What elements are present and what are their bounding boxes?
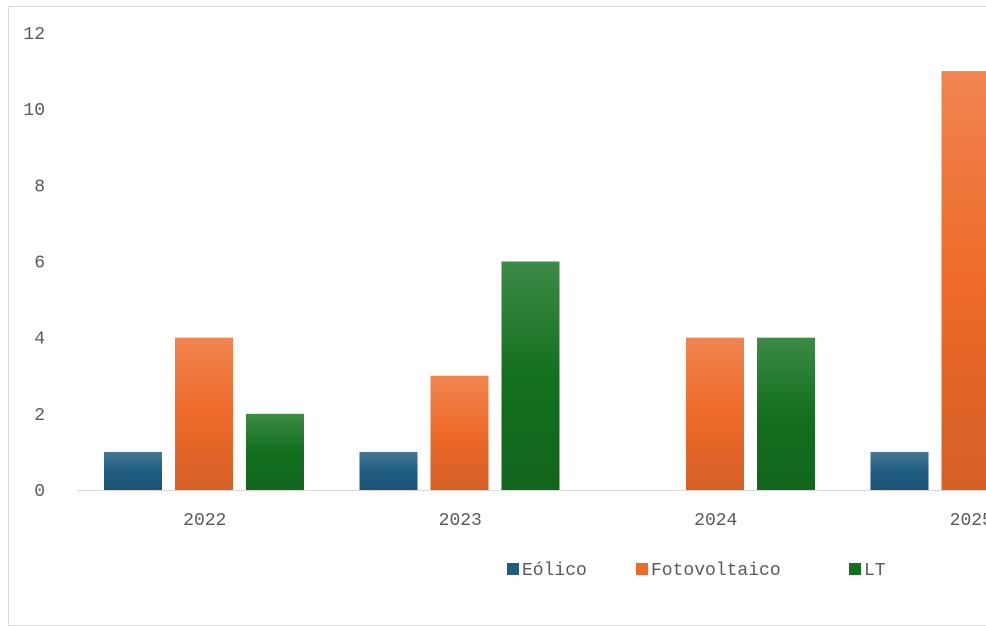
bar-eólico-2023 [360,452,418,490]
legend-label-eólico: Eólico [522,561,587,581]
x-tick-label: 2023 [439,511,482,531]
y-tick-label: 6 [34,254,45,274]
bar-fotovoltaico-2023 [431,376,489,490]
bar-lt-2023 [502,262,560,491]
legend-label-lt: LT [864,561,886,581]
bar-eólico-2022 [104,452,162,490]
bar-lt-2024 [757,338,815,490]
bar-fotovoltaico-2024 [686,338,744,490]
legend-swatch-fotovoltaico [636,563,648,575]
y-tick-label: 8 [34,177,45,197]
legend-swatch-eólico [507,563,519,575]
y-axis-ticks: 0 2 4 6 8 10 12 [23,25,45,502]
bar-fotovoltaico-2025 [942,71,986,490]
x-axis-ticks: 2022 2023 2024 2025 [183,511,986,531]
y-tick-label: 10 [23,101,45,121]
legend-swatch-lt [849,563,861,575]
x-tick-label: 2022 [183,511,226,531]
y-tick-label: 0 [34,482,45,502]
y-tick-label: 12 [23,25,45,45]
x-tick-label: 2024 [694,511,737,531]
x-tick-label: 2025 [950,511,986,531]
legend-label-fotovoltaico: Fotovoltaico [651,561,781,581]
legend: Eólico Fotovoltaico LT [507,561,886,581]
bar-lt-2022 [246,414,304,490]
y-tick-label: 4 [34,330,45,350]
bar-eólico-2025 [871,452,929,490]
bar-chart: 0 2 4 6 8 10 12 2022 2023 2024 2025 Eólico Fotovol… [0,0,986,604]
y-tick-label: 2 [34,406,45,426]
bar-series [104,71,986,490]
bar-fotovoltaico-2022 [175,338,233,490]
